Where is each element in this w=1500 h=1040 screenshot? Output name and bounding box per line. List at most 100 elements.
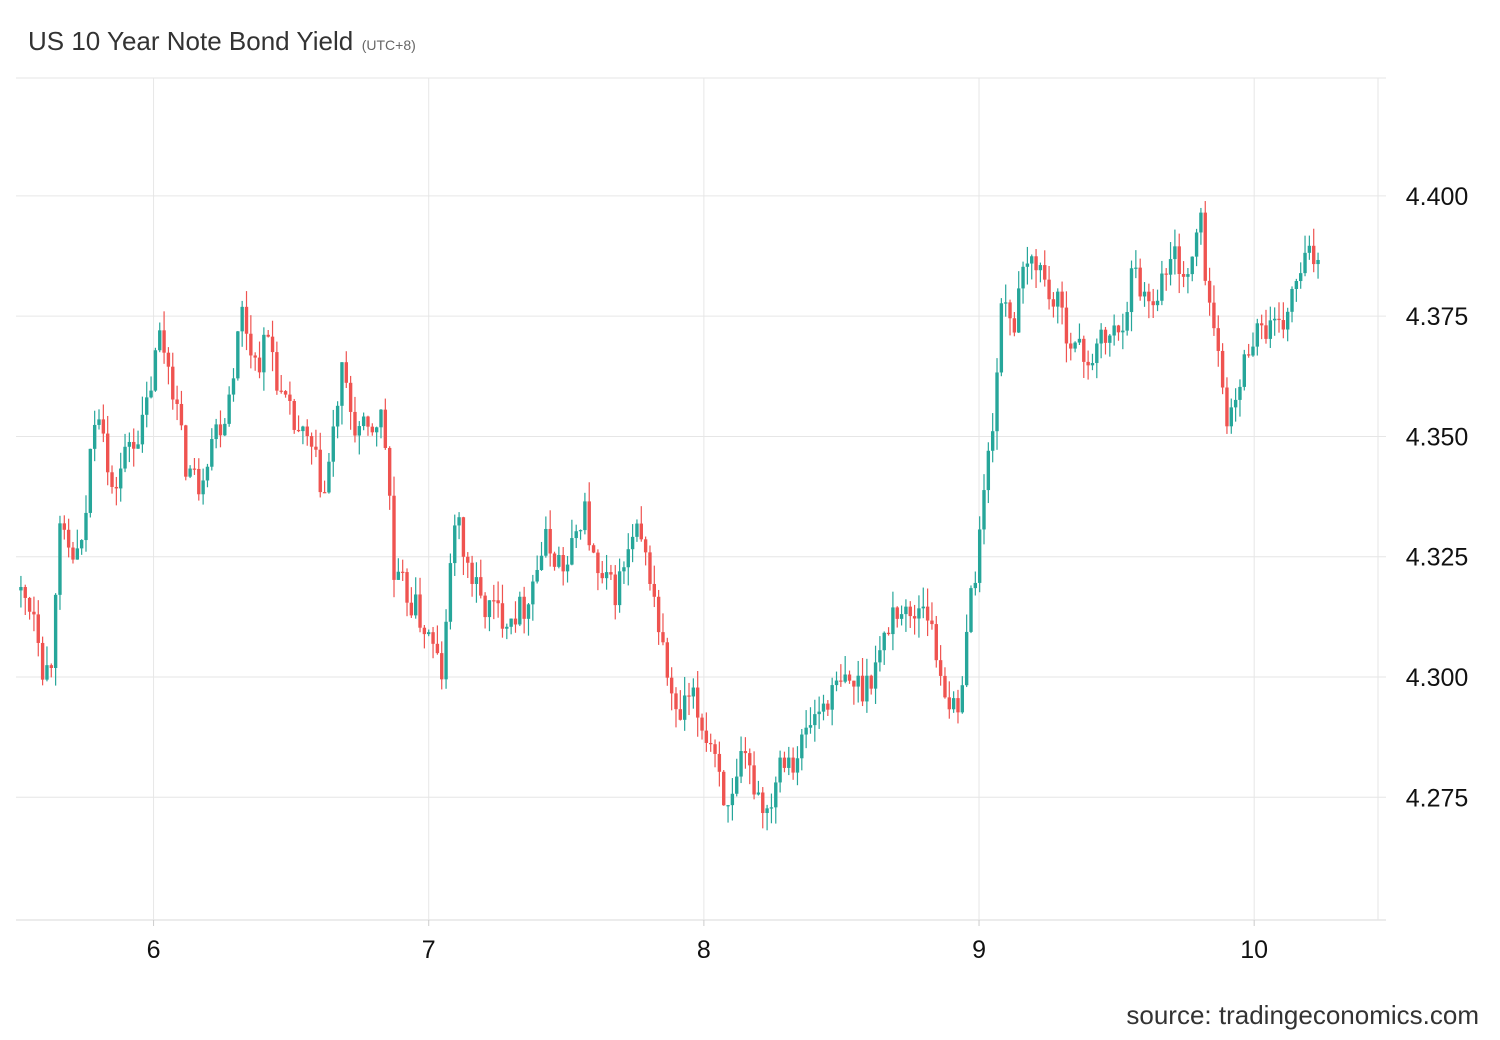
candle-body <box>1303 252 1307 274</box>
candle-body <box>1017 288 1021 333</box>
candle-body <box>557 555 561 567</box>
candle-body <box>427 632 431 635</box>
candle-body <box>119 468 123 489</box>
candle-body <box>366 416 370 427</box>
candle-body <box>1034 256 1038 271</box>
candle-body <box>1277 318 1281 321</box>
candle-body <box>379 409 383 428</box>
candle-body <box>457 517 461 526</box>
candle-body <box>860 675 865 702</box>
candle-body <box>387 447 392 496</box>
candle-body <box>1281 320 1286 330</box>
candle-body <box>66 529 71 548</box>
candle-body <box>717 753 722 772</box>
candle-body <box>639 523 643 540</box>
candle-body <box>357 426 361 436</box>
candle-body <box>1294 281 1299 289</box>
candle-body <box>283 391 288 395</box>
candle-body <box>335 405 340 427</box>
candle-body <box>279 390 283 392</box>
candle-body <box>1242 354 1246 387</box>
candle-body <box>1008 302 1012 319</box>
candle-body <box>331 426 335 462</box>
candle-body <box>925 606 930 621</box>
y-tick-label: 4.300 <box>1406 664 1469 692</box>
candle-body <box>275 352 279 391</box>
candle-body <box>240 306 244 332</box>
candle-body <box>782 757 787 768</box>
candle-body <box>500 603 505 629</box>
candle-body <box>600 573 604 579</box>
candle-body <box>1203 212 1207 281</box>
candle-body <box>778 757 782 783</box>
grid-layer <box>16 77 1386 921</box>
candle-body <box>839 680 843 682</box>
candle-body <box>192 468 197 470</box>
candle-body <box>292 401 296 430</box>
candle-body <box>396 571 401 580</box>
candle-body <box>678 709 683 720</box>
candle-body <box>891 607 895 635</box>
candle-body <box>1207 280 1212 303</box>
candle-body <box>1038 265 1043 271</box>
candle-body <box>774 782 778 808</box>
candle-body <box>162 330 166 353</box>
candle-body <box>227 394 231 424</box>
candle-body <box>765 808 769 814</box>
candle-body <box>97 419 101 425</box>
candle-body <box>305 426 309 437</box>
candle-body <box>787 757 791 768</box>
candle-body <box>218 424 223 436</box>
candle-body <box>36 614 40 643</box>
candle-body <box>340 362 344 406</box>
candle-body <box>583 501 587 531</box>
candle-body <box>1129 268 1134 313</box>
candle-body <box>479 577 483 596</box>
candle-body <box>604 572 609 579</box>
candle-body <box>1264 325 1268 339</box>
candle-body <box>1004 302 1008 304</box>
candle-body <box>1173 246 1177 260</box>
candle-body <box>1047 279 1051 300</box>
candle-body <box>669 677 674 694</box>
candle-body <box>201 480 205 495</box>
candle-body <box>127 441 132 447</box>
candle-body <box>19 587 23 591</box>
candle-body <box>665 642 670 678</box>
candle-body <box>474 577 479 584</box>
candle-body <box>522 596 526 619</box>
candle-body <box>374 427 379 433</box>
candle-body <box>84 512 88 541</box>
candle-body <box>908 606 912 617</box>
candle-body <box>448 563 453 622</box>
candle-body <box>1181 274 1186 277</box>
chart-title-block: US 10 Year Note Bond Yield (UTC+8) <box>28 26 416 57</box>
candle-body <box>735 776 739 794</box>
candle-body <box>1290 288 1294 312</box>
candle-body <box>912 616 917 619</box>
candle-body <box>552 553 557 567</box>
candle-body <box>322 492 327 494</box>
candle-body <box>1086 361 1090 366</box>
candle-body <box>101 419 106 434</box>
candle-body <box>591 545 596 553</box>
y-tick-label: 4.375 <box>1406 303 1469 331</box>
candle-body <box>270 336 275 353</box>
candle-body <box>58 523 62 595</box>
candle-body <box>852 680 856 687</box>
candle-body <box>1125 312 1129 331</box>
candle-body <box>123 446 127 469</box>
candle-body <box>409 602 414 616</box>
candle-body <box>114 486 119 489</box>
candle-body <box>531 581 535 605</box>
axes-layer: 4.275 4.300 4.325 4.350 4.375 4.400 6 7 8 9 10 <box>147 183 1469 964</box>
candle-body <box>973 582 978 589</box>
candle-body <box>27 597 32 612</box>
candle-body <box>795 758 800 773</box>
candle-body <box>739 751 743 777</box>
candle-body <box>804 727 808 735</box>
candle-body <box>210 439 214 467</box>
source-credit: source: tradingeconomics.com <box>1126 1000 1479 1030</box>
candle-body <box>1112 325 1116 336</box>
candle-body <box>466 556 470 563</box>
